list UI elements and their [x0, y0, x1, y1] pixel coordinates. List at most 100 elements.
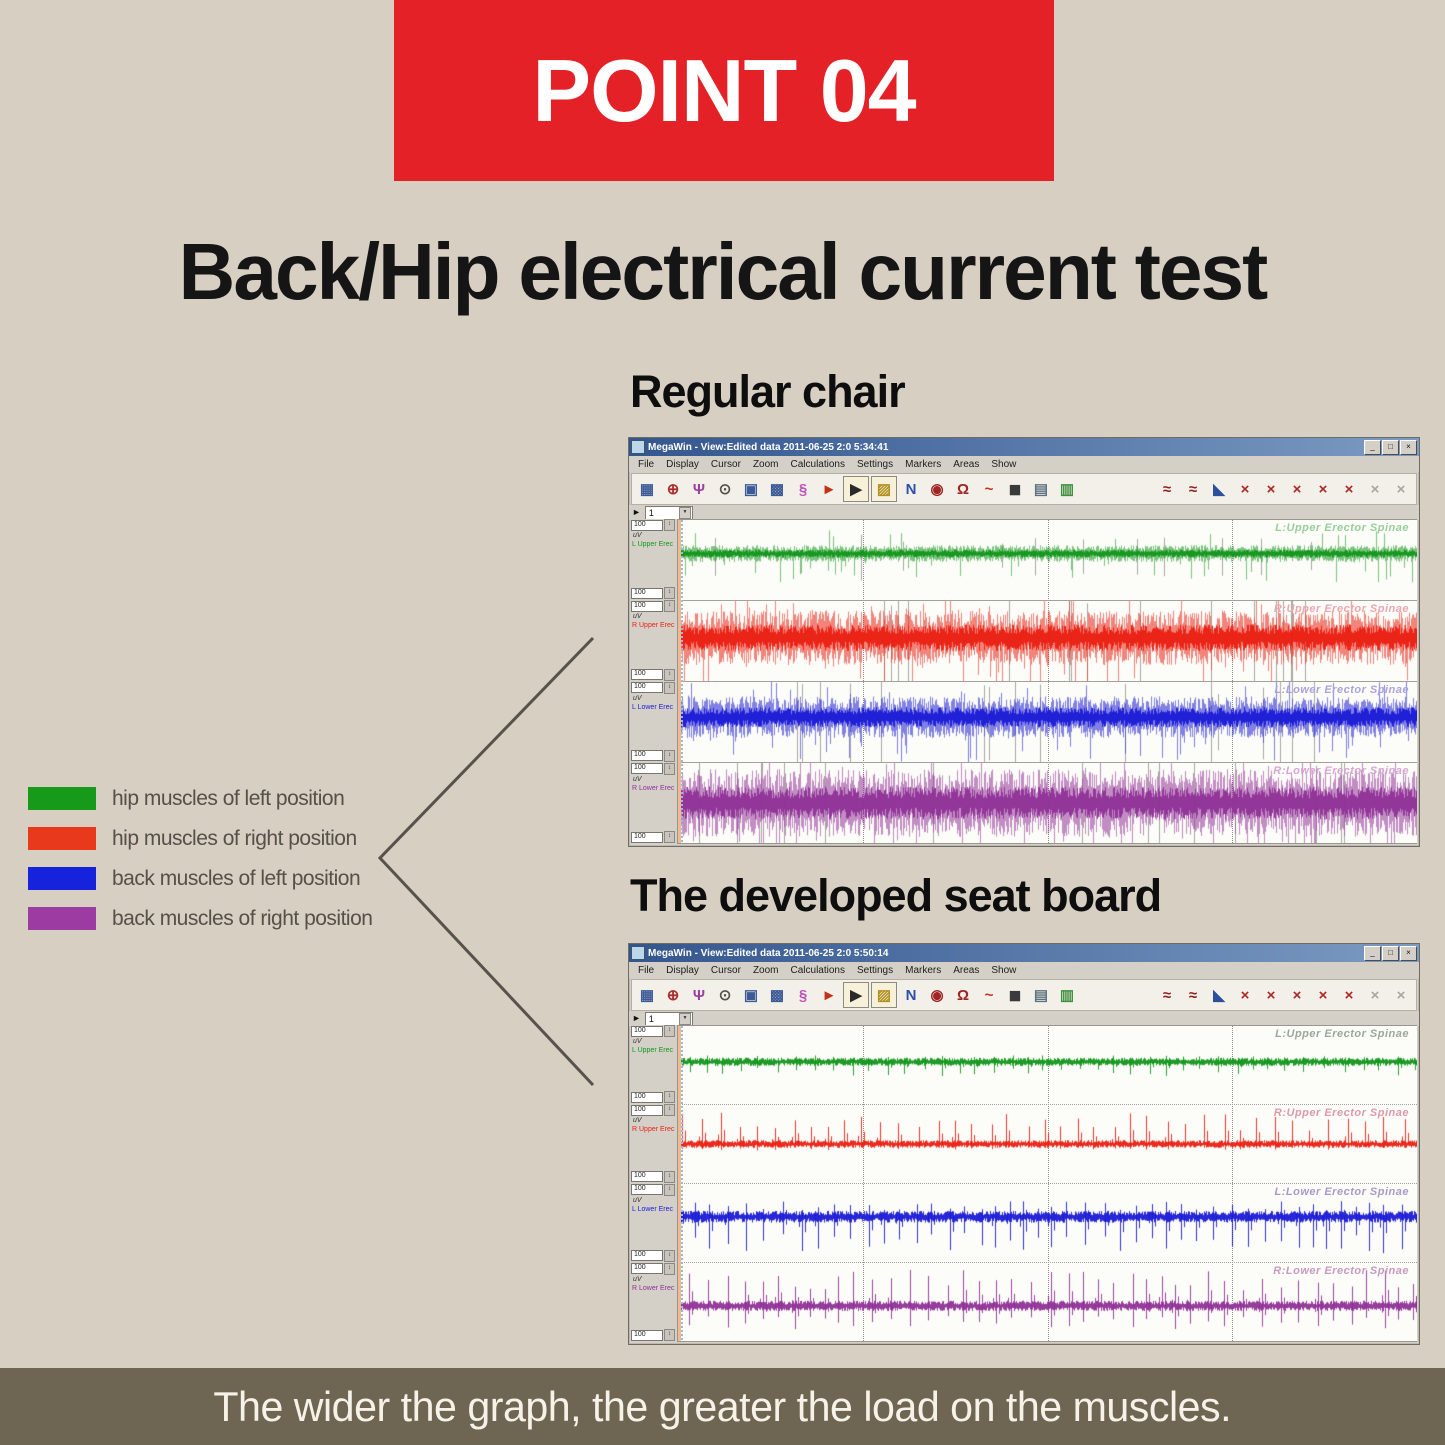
- zoom-in-icon[interactable]: ⊕: [666, 481, 680, 498]
- save-icon[interactable]: ▦: [639, 987, 655, 1004]
- signal-icon[interactable]: ~: [984, 480, 994, 498]
- video-icon[interactable]: ◼: [1008, 481, 1022, 498]
- menu-item-zoom[interactable]: Zoom: [752, 964, 779, 976]
- menu-item-file[interactable]: File: [638, 458, 655, 470]
- draw-tool-icon[interactable]: ▨: [871, 476, 897, 502]
- history-back-icon[interactable]: ×: [1370, 986, 1380, 1004]
- muscle-test5-icon[interactable]: ×: [1344, 480, 1354, 498]
- point-select-icon[interactable]: N: [905, 986, 917, 1004]
- scale-input[interactable]: 100: [631, 1184, 663, 1195]
- amplitude-tool-icon[interactable]: §: [798, 480, 808, 498]
- muscle-test1-icon[interactable]: ×: [1240, 480, 1250, 498]
- scale-input[interactable]: 100: [631, 1171, 663, 1182]
- point-select-icon[interactable]: N: [905, 480, 917, 498]
- scale-spinner[interactable]: ↕: [664, 749, 675, 762]
- muscle-test4-icon[interactable]: ×: [1318, 986, 1328, 1004]
- muscle-test3-icon[interactable]: ×: [1292, 480, 1302, 498]
- menu-item-display[interactable]: Display: [666, 964, 699, 976]
- emg-overlay2-icon[interactable]: ≈: [1188, 986, 1198, 1004]
- history-back-icon[interactable]: ×: [1370, 480, 1380, 498]
- scale-spinner[interactable]: ↕: [664, 519, 675, 531]
- muscle-test2-icon[interactable]: ×: [1266, 986, 1276, 1004]
- menu-item-show[interactable]: Show: [991, 458, 1017, 470]
- scale-spinner[interactable]: ↕: [664, 1104, 675, 1117]
- scale-input[interactable]: 100: [631, 1025, 663, 1037]
- menu-item-markers[interactable]: Markers: [905, 964, 942, 976]
- menu-item-zoom[interactable]: Zoom: [752, 458, 779, 470]
- scale-spinner[interactable]: ↕: [664, 1183, 675, 1196]
- scale-spinner[interactable]: ↕: [664, 1249, 675, 1262]
- scale-input[interactable]: 100: [631, 682, 663, 693]
- minimize-button[interactable]: _: [1364, 945, 1381, 961]
- muscle-test3-icon[interactable]: ×: [1292, 986, 1302, 1004]
- view-grid-icon[interactable]: ▩: [769, 481, 785, 498]
- analysis-icon[interactable]: ◉: [930, 481, 944, 498]
- scale-input[interactable]: 100: [631, 519, 663, 531]
- menu-item-cursor[interactable]: Cursor: [710, 964, 741, 976]
- menu-item-calculations[interactable]: Calculations: [790, 964, 845, 976]
- close-button[interactable]: ×: [1400, 945, 1417, 961]
- emg-overlay2-icon[interactable]: ≈: [1188, 480, 1198, 498]
- scale-input[interactable]: 100: [631, 763, 663, 775]
- scale-spinner[interactable]: ↕: [664, 762, 675, 775]
- menu-item-file[interactable]: File: [638, 964, 655, 976]
- menu-item-cursor[interactable]: Cursor: [710, 458, 741, 470]
- menu-item-display[interactable]: Display: [666, 458, 699, 470]
- scale-spinner[interactable]: ↕: [664, 1170, 675, 1183]
- scale-spinner[interactable]: ↕: [664, 1025, 675, 1037]
- minimize-button[interactable]: _: [1364, 439, 1381, 455]
- export-icon[interactable]: ▥: [1059, 987, 1075, 1004]
- magnifier-icon[interactable]: ⊙: [718, 481, 732, 498]
- analysis-icon[interactable]: ◉: [930, 987, 944, 1004]
- scale-input[interactable]: 100: [631, 831, 663, 843]
- scale-input[interactable]: 100: [631, 600, 663, 612]
- zoom-in-icon[interactable]: ⊕: [666, 987, 680, 1004]
- view-window-icon[interactable]: ▣: [743, 987, 759, 1004]
- scale-spinner[interactable]: ↕: [664, 600, 675, 613]
- scale-spinner[interactable]: ↕: [664, 831, 675, 843]
- marker-arrow-icon[interactable]: ►: [821, 986, 837, 1004]
- scale-spinner[interactable]: ↕: [664, 587, 675, 600]
- scale-input[interactable]: 100: [631, 1104, 663, 1116]
- trace-page-select[interactable]: 1 ▼: [644, 1011, 693, 1026]
- scale-input[interactable]: 100: [631, 1329, 663, 1341]
- muscle-test4-icon[interactable]: ×: [1318, 480, 1328, 498]
- report-icon[interactable]: ▤: [1033, 987, 1049, 1004]
- menu-item-show[interactable]: Show: [991, 964, 1017, 976]
- emg-overlay-icon[interactable]: ≈: [1162, 480, 1172, 498]
- maximize-button[interactable]: □: [1382, 439, 1399, 455]
- save-icon[interactable]: ▦: [639, 481, 655, 498]
- close-button[interactable]: ×: [1400, 439, 1417, 455]
- scale-input[interactable]: 100: [631, 750, 663, 762]
- marker-flag-icon[interactable]: ▶: [843, 476, 869, 502]
- scale-spinner[interactable]: ↕: [664, 1091, 675, 1104]
- view-grid-icon[interactable]: ▩: [769, 987, 785, 1004]
- trace-page-select[interactable]: 1 ▼: [644, 505, 693, 520]
- cursor-tool-icon[interactable]: Ψ: [692, 480, 706, 498]
- scale-input[interactable]: 100: [631, 1091, 663, 1103]
- marker-arrow-icon[interactable]: ►: [821, 480, 837, 498]
- video-icon[interactable]: ◼: [1008, 987, 1022, 1004]
- menu-item-settings[interactable]: Settings: [856, 964, 894, 976]
- scale-spinner[interactable]: ↕: [664, 1262, 675, 1275]
- view-window-icon[interactable]: ▣: [743, 481, 759, 498]
- scale-spinner[interactable]: ↕: [664, 668, 675, 681]
- draw-tool-icon[interactable]: ▨: [871, 982, 897, 1008]
- export-icon[interactable]: ▥: [1059, 481, 1075, 498]
- muscle-test1-icon[interactable]: ×: [1240, 986, 1250, 1004]
- menu-item-areas[interactable]: Areas: [953, 964, 980, 976]
- menu-item-settings[interactable]: Settings: [856, 458, 894, 470]
- history-forward-icon[interactable]: ×: [1396, 480, 1406, 498]
- maximize-button[interactable]: □: [1382, 945, 1399, 961]
- scale-input[interactable]: 100: [631, 1250, 663, 1262]
- scale-input[interactable]: 100: [631, 669, 663, 680]
- magnifier-icon[interactable]: ⊙: [718, 987, 732, 1004]
- spectrum-icon[interactable]: Ω: [956, 986, 970, 1004]
- marker-flag-icon[interactable]: ▶: [843, 982, 869, 1008]
- muscle-test2-icon[interactable]: ×: [1266, 480, 1276, 498]
- emg-overlay-icon[interactable]: ≈: [1162, 986, 1172, 1004]
- history-forward-icon[interactable]: ×: [1396, 986, 1406, 1004]
- menu-item-calculations[interactable]: Calculations: [790, 458, 845, 470]
- scale-spinner[interactable]: ↕: [664, 1329, 675, 1341]
- menu-item-areas[interactable]: Areas: [953, 458, 980, 470]
